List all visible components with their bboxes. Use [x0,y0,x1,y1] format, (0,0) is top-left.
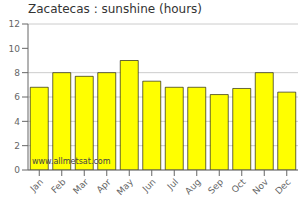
html-text:Zacatecas : sunshine (hours): Zacatecas : sunshine (hours) [28,2,202,16]
svg-text:Jul: Jul [165,177,180,192]
svg-text:4: 4 [14,117,20,127]
svg-text:6: 6 [14,92,20,102]
svg-text:10: 10 [9,44,21,54]
svg-text:Dec: Dec [273,177,292,196]
svg-text:12: 12 [9,19,20,29]
html-text:www.allmetsat.com: www.allmetsat.com [32,157,111,166]
svg-text:Jan: Jan [28,177,46,195]
svg-text:Aug: Aug [183,177,203,197]
svg-text:Feb: Feb [49,177,68,196]
svg-text:2: 2 [14,141,20,151]
svg-text:May: May [115,176,136,197]
svg-text:Mar: Mar [71,177,90,196]
svg-text:Nov: Nov [251,176,271,196]
svg-text:Apr: Apr [95,177,113,195]
svg-text:0: 0 [14,165,20,175]
svg-text:Oct: Oct [230,177,248,195]
svg-text:8: 8 [14,68,20,78]
svg-text:Sep: Sep [206,177,225,196]
svg-text:Jun: Jun [140,177,158,195]
